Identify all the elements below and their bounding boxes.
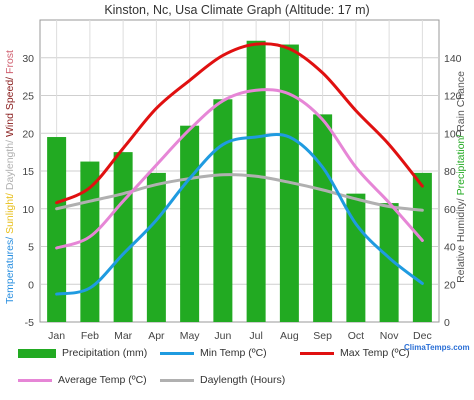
left-tick-label: -5 xyxy=(25,317,34,329)
right-tick-label: 120 xyxy=(444,91,462,103)
precipitation-bar xyxy=(412,172,432,322)
left-tick-label: 25 xyxy=(22,91,34,103)
max-temp-line xyxy=(55,42,424,205)
left-tick-label: 20 xyxy=(22,128,34,140)
legend-max-temp-swatch xyxy=(300,351,334,355)
line-series xyxy=(55,42,424,296)
left-tick-label: 0 xyxy=(28,279,34,291)
legend-precipitation: Precipitation (mm) xyxy=(18,347,147,359)
legend-average-temp-label: Average Temp (ºC) xyxy=(58,374,147,386)
right-tick-label: 140 xyxy=(444,53,462,65)
x-tick-label: Oct xyxy=(348,330,364,342)
left-tick-label: 5 xyxy=(28,242,34,254)
brand-watermark[interactable]: ClimaTemps.com xyxy=(404,343,470,352)
legend-max-temp-label: Max Temp (ºC) xyxy=(340,347,410,359)
x-tick-label: Apr xyxy=(148,330,165,342)
chart-title: Kinston, Nc, Usa Climate Graph (Altitude… xyxy=(104,3,370,17)
axis-title-part: Sunlight/ xyxy=(4,190,16,234)
legend-daylength-label: Daylength (Hours) xyxy=(200,374,286,386)
left-axis-title: Temperatures/ Sunlight/ Daylength/ Wind … xyxy=(4,50,16,304)
x-tick-label: Jun xyxy=(214,330,231,342)
x-tick-label: May xyxy=(180,330,201,342)
legend-average-temp: Average Temp (ºC) xyxy=(18,374,147,386)
legend-daylength-swatch xyxy=(160,378,194,382)
legend-precipitation-swatch xyxy=(18,348,56,358)
right-tick-label: 80 xyxy=(444,166,456,178)
legend-min-temp-label: Min Temp (ºC) xyxy=(200,347,267,359)
grid-lines xyxy=(39,19,440,323)
precipitation-bar xyxy=(113,152,133,322)
right-tick-label: 40 xyxy=(444,242,456,254)
legend-daylength: Daylength (Hours) xyxy=(160,374,285,386)
precipitation-bar xyxy=(246,40,266,322)
min-temp-line xyxy=(55,132,424,296)
x-tick-label: Aug xyxy=(280,330,299,342)
legend-max-temp: Max Temp (ºC) xyxy=(300,347,410,359)
right-axis-title: Relative Humidity/ Precipitation/ Rain C… xyxy=(455,71,467,283)
x-tick-label: Mar xyxy=(114,330,133,342)
precipitation-bar xyxy=(313,114,333,322)
axis-title-part: Relative Humidity/ xyxy=(455,195,467,283)
right-tick-label: 0 xyxy=(444,317,450,329)
legend-min-temp: Min Temp (ºC) xyxy=(160,347,267,359)
precipitation-bar xyxy=(47,137,67,322)
legend-precipitation-label: Precipitation (mm) xyxy=(62,347,148,359)
x-tick-label: Jan xyxy=(48,330,65,342)
axis-title-part: Wind Speed/ xyxy=(4,74,16,137)
x-tick-label: Dec xyxy=(413,330,432,342)
legend-average-temp-swatch xyxy=(18,378,52,382)
x-tick-label: Jul xyxy=(249,330,262,342)
average-temp-line xyxy=(55,88,424,250)
axis-title-part: Precipitation/ xyxy=(455,132,467,196)
left-tick-label: 30 xyxy=(22,53,34,65)
x-tick-label: Sep xyxy=(313,330,332,342)
left-tick-label: 10 xyxy=(22,204,34,216)
right-tick-label: 20 xyxy=(444,279,456,291)
axes: -5 0 5 10 15 20 25 30 0 20 40 60 80 100 120 140 Jan Feb Ma… xyxy=(22,53,461,342)
axis-title-part: Temperatures/ xyxy=(4,234,16,304)
precipitation-bar xyxy=(213,99,233,323)
precipitation-bars xyxy=(47,40,432,323)
precipitation-bar xyxy=(379,203,399,322)
precipitation-bar xyxy=(346,193,366,322)
left-tick-label: 15 xyxy=(22,166,34,178)
daylength-line xyxy=(55,173,424,212)
axis-title-part: Frost xyxy=(4,50,16,74)
axis-title-part: Rain Chance xyxy=(455,71,467,132)
x-tick-label: Nov xyxy=(380,330,399,342)
right-tick-label: 100 xyxy=(444,128,462,140)
precipitation-bar xyxy=(146,172,166,322)
right-tick-label: 60 xyxy=(444,204,456,216)
legend-min-temp-swatch xyxy=(160,351,194,355)
precipitation-bar xyxy=(180,125,200,322)
x-tick-label: Feb xyxy=(81,330,99,342)
axis-title-part: Daylength/ xyxy=(4,137,16,190)
